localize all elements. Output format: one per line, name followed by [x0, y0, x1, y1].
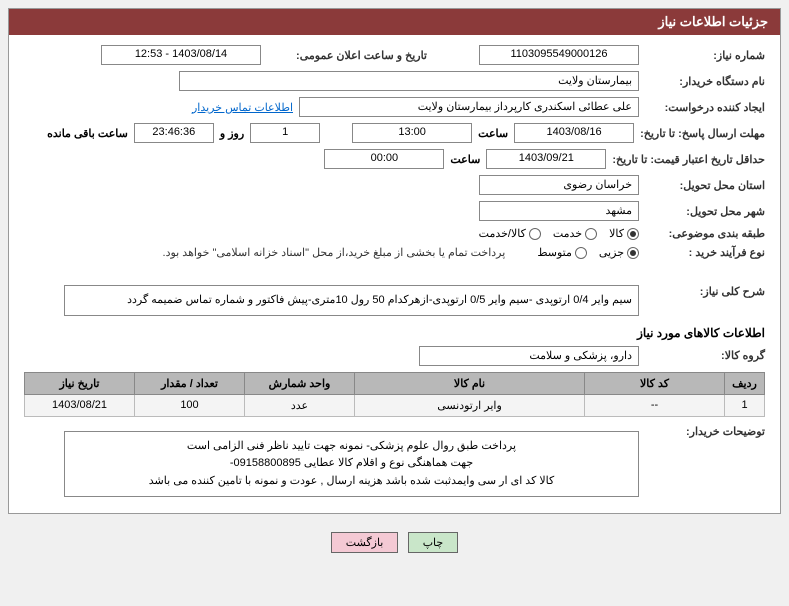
label-hour2: ساعت — [450, 153, 480, 166]
label-province: استان محل تحویل: — [645, 179, 765, 192]
goods-group-value: دارو، پزشکی و سلامت — [419, 346, 639, 366]
announce-dt-value: 1403/08/14 - 12:53 — [101, 45, 261, 65]
label-buyer-notes: توضیحات خریدار: — [645, 425, 765, 438]
requester-value: علی عطائی اسکندری کارپرداز بیمارستان ولا… — [299, 97, 639, 117]
table-cell: -- — [585, 394, 725, 416]
validity-date: 1403/09/21 — [486, 149, 606, 169]
radio-option[interactable]: کالا — [609, 227, 639, 240]
label-purchase: نوع فرآیند خرید : — [645, 246, 765, 259]
label-city: شهر محل تحویل: — [645, 205, 765, 218]
table-header-cell: کد کالا — [585, 372, 725, 394]
province-value: خراسان رضوی — [479, 175, 639, 195]
label-buyer-org: نام دستگاه خریدار: — [645, 75, 765, 88]
city-value: مشهد — [479, 201, 639, 221]
table-row: 1--وایر ارتودنسیعدد1001403/08/21 — [25, 394, 765, 416]
buyer-note-line: کالا کد ای ار سی وایمدثبت شده باشد هزینه… — [71, 473, 632, 491]
action-row: چاپ بازگشت — [0, 522, 789, 563]
validity-time: 00:00 — [324, 149, 444, 169]
radio-option[interactable]: کالا/خدمت — [479, 227, 541, 240]
table-header-cell: نام کالا — [355, 372, 585, 394]
label-overall-desc: شرح کلی نیاز: — [645, 285, 765, 298]
table-header-cell: ردیف — [725, 372, 765, 394]
radio-option[interactable]: متوسط — [537, 246, 587, 259]
table-cell: وایر ارتودنسی — [355, 394, 585, 416]
buyer-notes-box: پرداخت طبق روال علوم پزشکی- نمونه جهت تا… — [64, 431, 639, 498]
radio-option[interactable]: جزیی — [599, 246, 639, 259]
label-need-no: شماره نیاز: — [645, 49, 765, 62]
label-requester: ایجاد کننده درخواست: — [645, 101, 765, 114]
category-radios: کالا خدمت کالا/خدمت — [479, 227, 639, 240]
radio-dot-icon — [575, 247, 587, 259]
label-hour1: ساعت — [478, 127, 508, 140]
goods-info-title: اطلاعات کالاهای مورد نیاز — [24, 326, 765, 340]
label-validity: حداقل تاریخ اعتبار قیمت: تا تاریخ: — [612, 153, 765, 166]
buyer-org-value: بیمارستان ولایت — [179, 71, 639, 91]
deadline-date: 1403/08/16 — [514, 123, 634, 143]
table-cell: عدد — [245, 394, 355, 416]
radio-label: جزیی — [599, 246, 624, 259]
contact-link[interactable]: اطلاعات تماس خریدار — [192, 101, 293, 114]
main-panel: جزئیات اطلاعات نیاز شماره نیاز: 11030955… — [8, 8, 781, 514]
radio-dot-icon — [627, 228, 639, 240]
print-button[interactable]: چاپ — [408, 532, 459, 553]
time-left: 23:46:36 — [134, 123, 214, 143]
label-announce-dt: تاریخ و ساعت اعلان عمومی: — [267, 49, 427, 62]
label-deadline: مهلت ارسال پاسخ: تا تاریخ: — [640, 127, 765, 140]
radio-label: کالا/خدمت — [479, 227, 526, 240]
buyer-note-line: پرداخت طبق روال علوم پزشکی- نمونه جهت تا… — [71, 438, 632, 456]
overall-desc-box: سیم وایر 0/4 ارتوپدی -سیم وایر 0/5 ارتوپ… — [64, 285, 639, 316]
radio-label: متوسط — [537, 246, 572, 259]
label-remaining: ساعت باقی مانده — [47, 127, 128, 140]
radio-dot-icon — [627, 247, 639, 259]
back-button[interactable]: بازگشت — [331, 532, 399, 553]
radio-label: خدمت — [553, 227, 582, 240]
label-category: طبقه بندی موضوعی: — [645, 227, 765, 240]
panel-header: جزئیات اطلاعات نیاز — [9, 9, 780, 35]
purchase-radios: جزیی متوسط — [537, 246, 639, 259]
table-cell: 1403/08/21 — [25, 394, 135, 416]
radio-dot-icon — [529, 228, 541, 240]
goods-table: ردیفکد کالانام کالاواحد شمارشتعداد / مقد… — [24, 372, 765, 417]
deadline-time: 13:00 — [352, 123, 472, 143]
buyer-note-line: جهت هماهنگی نوع و اقلام کالا عطایی 09158… — [71, 455, 632, 473]
table-cell: 1 — [725, 394, 765, 416]
need-no-value: 1103095549000126 — [479, 45, 639, 65]
payment-note: پرداخت تمام یا بخشی از مبلغ خرید،از محل … — [163, 246, 506, 259]
table-cell: 100 — [135, 394, 245, 416]
label-goods-group: گروه کالا: — [645, 349, 765, 362]
radio-dot-icon — [585, 228, 597, 240]
table-header-cell: تاریخ نیاز — [25, 372, 135, 394]
days-left: 1 — [250, 123, 320, 143]
table-header-cell: واحد شمارش — [245, 372, 355, 394]
table-header-cell: تعداد / مقدار — [135, 372, 245, 394]
radio-option[interactable]: خدمت — [553, 227, 597, 240]
label-day-and: روز و — [220, 127, 244, 140]
radio-label: کالا — [609, 227, 624, 240]
